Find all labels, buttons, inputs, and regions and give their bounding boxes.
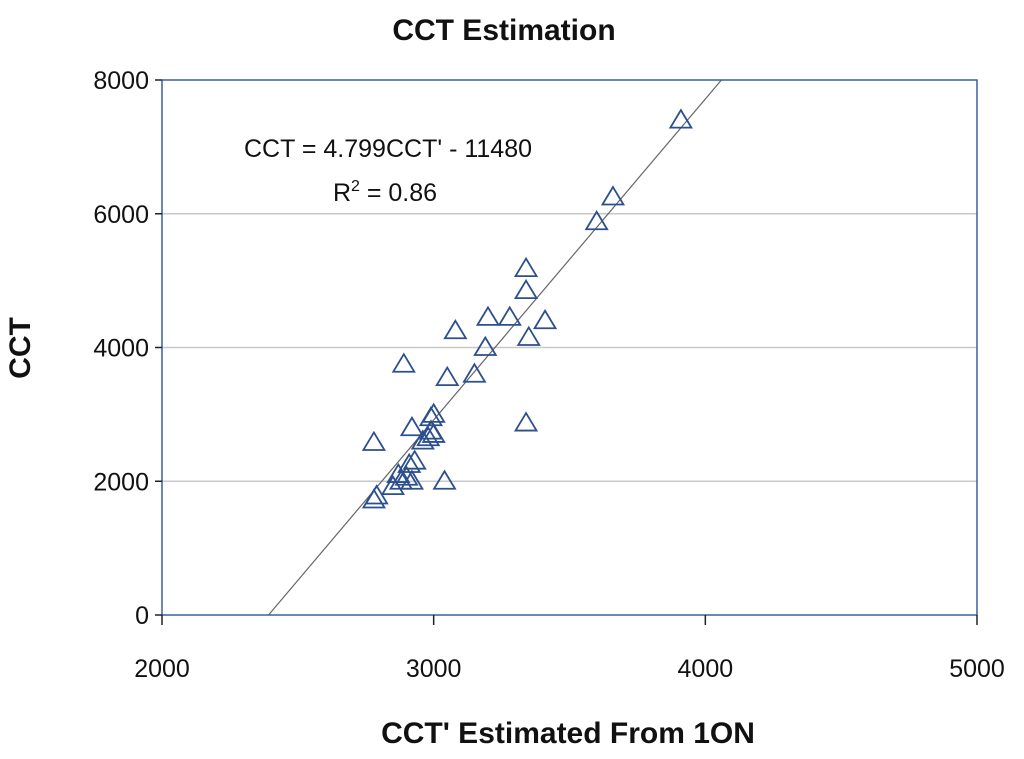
- data-point: [435, 365, 460, 386]
- r-squared: R2 = 0.86: [333, 178, 437, 207]
- data-point: [532, 309, 558, 330]
- data-point: [397, 452, 422, 473]
- data-point: [513, 278, 539, 300]
- data-point: [394, 465, 419, 486]
- data-point: [391, 352, 416, 373]
- trend-equation: CCT = 4.799CCT' - 11480: [244, 135, 532, 163]
- data-points: [361, 108, 693, 509]
- y-tick-label: 2000: [93, 468, 149, 496]
- axis-ticks: 0 2000 4000 6000 8000 2000 3000 4000 5000: [93, 67, 1004, 683]
- y-tick-label: 4000: [93, 335, 149, 363]
- data-point: [399, 469, 425, 490]
- data-point: [421, 402, 446, 423]
- data-point: [513, 411, 539, 432]
- data-point: [473, 335, 498, 356]
- data-point: [432, 469, 457, 490]
- y-tick-label: 0: [135, 602, 149, 630]
- data-point: [668, 108, 693, 129]
- chart-title: CCT Estimation: [392, 14, 615, 47]
- data-point: [402, 449, 427, 470]
- data-point: [584, 210, 609, 231]
- y-tick-label: 6000: [93, 201, 149, 229]
- r-squared-prefix: R: [333, 179, 351, 207]
- data-point: [462, 362, 487, 383]
- data-point: [410, 429, 435, 450]
- x-axis-label: CCT' Estimated From 1ON: [381, 717, 755, 750]
- data-point: [600, 185, 626, 206]
- data-point: [421, 422, 446, 443]
- data-point: [516, 325, 541, 346]
- data-point: [513, 256, 539, 277]
- y-tick-label: 8000: [93, 67, 149, 95]
- r-squared-suffix: = 0.86: [360, 179, 437, 207]
- trendline: [268, 79, 722, 616]
- data-point: [497, 305, 522, 326]
- r-squared-sup: 2: [351, 178, 360, 195]
- x-tick-label: 4000: [678, 655, 734, 683]
- x-tick-label: 3000: [406, 655, 462, 683]
- gridlines: [162, 213, 977, 482]
- data-point: [416, 426, 441, 447]
- x-tick-label: 2000: [134, 655, 190, 683]
- data-point: [475, 305, 501, 326]
- y-axis-label: CCT: [4, 317, 37, 379]
- data-point: [361, 430, 386, 451]
- x-tick-label: 5000: [949, 655, 1005, 683]
- data-point: [443, 319, 468, 340]
- data-point: [399, 416, 425, 437]
- data-point: [386, 462, 411, 483]
